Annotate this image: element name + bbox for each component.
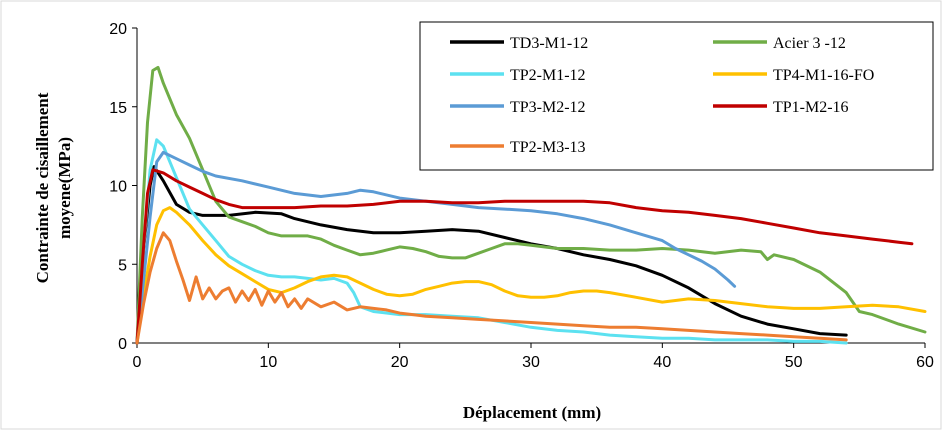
y-tick-label: 10 <box>109 179 127 196</box>
legend-label-td3-m1-12: TD3-M1-12 <box>510 35 588 52</box>
axes: 0 10 20 30 40 50 60 0 5 10 15 20 <box>109 21 934 371</box>
x-axis-title: Déplacement (mm) <box>463 403 601 422</box>
series-line-td3-m1-12 <box>135 165 848 345</box>
y-tick-label: 20 <box>109 21 127 38</box>
legend: TD3-M1-12 Acier 3 -12 TP2-M1-12 TP4-M1-16-F… <box>419 21 934 171</box>
legend-label-tp3-m2-12: TP3-M2-12 <box>510 99 586 116</box>
y-axis-title-line2: moyene(MPa) <box>55 137 74 239</box>
series-line-tp3-m2-12 <box>135 150 737 345</box>
y-tick-label: 5 <box>118 257 127 274</box>
series-line-tp4-m1-16-fo <box>135 206 927 345</box>
legend-label-acier-3-12: Acier 3 -12 <box>773 35 846 52</box>
y-tick-label: 15 <box>109 100 127 117</box>
y-tick-label: 0 <box>118 336 127 353</box>
y-axis-title: Contrainte de cisaillement moyene(MPa) <box>33 92 74 283</box>
legend-label-tp1-m2-16: TP1-M2-16 <box>773 99 849 116</box>
x-tick-label: 40 <box>653 354 671 371</box>
series-lines <box>135 65 927 345</box>
series-line-acier-3-12 <box>135 65 927 345</box>
legend-box <box>419 21 934 171</box>
series-line-tp2-m1-12 <box>135 138 848 345</box>
x-tick-label: 60 <box>916 354 934 371</box>
legend-label-tp2-m1-12: TP2-M1-12 <box>510 67 586 84</box>
series-line-tp1-m2-16 <box>135 168 914 345</box>
x-tick-label: 50 <box>785 354 803 371</box>
legend-label-tp2-m3-13: TP2-M3-13 <box>510 139 586 156</box>
legend-label-tp4-m1-16-fo: TP4-M1-16-FO <box>773 67 874 84</box>
series-line-tp2-m3-13 <box>135 231 848 345</box>
x-tick-label: 0 <box>133 354 142 371</box>
x-tick-label: 30 <box>522 354 540 371</box>
x-tick-label: 10 <box>259 354 277 371</box>
x-tick-label: 20 <box>391 354 409 371</box>
y-axis-title-line1: Contrainte de cisaillement <box>33 92 52 283</box>
